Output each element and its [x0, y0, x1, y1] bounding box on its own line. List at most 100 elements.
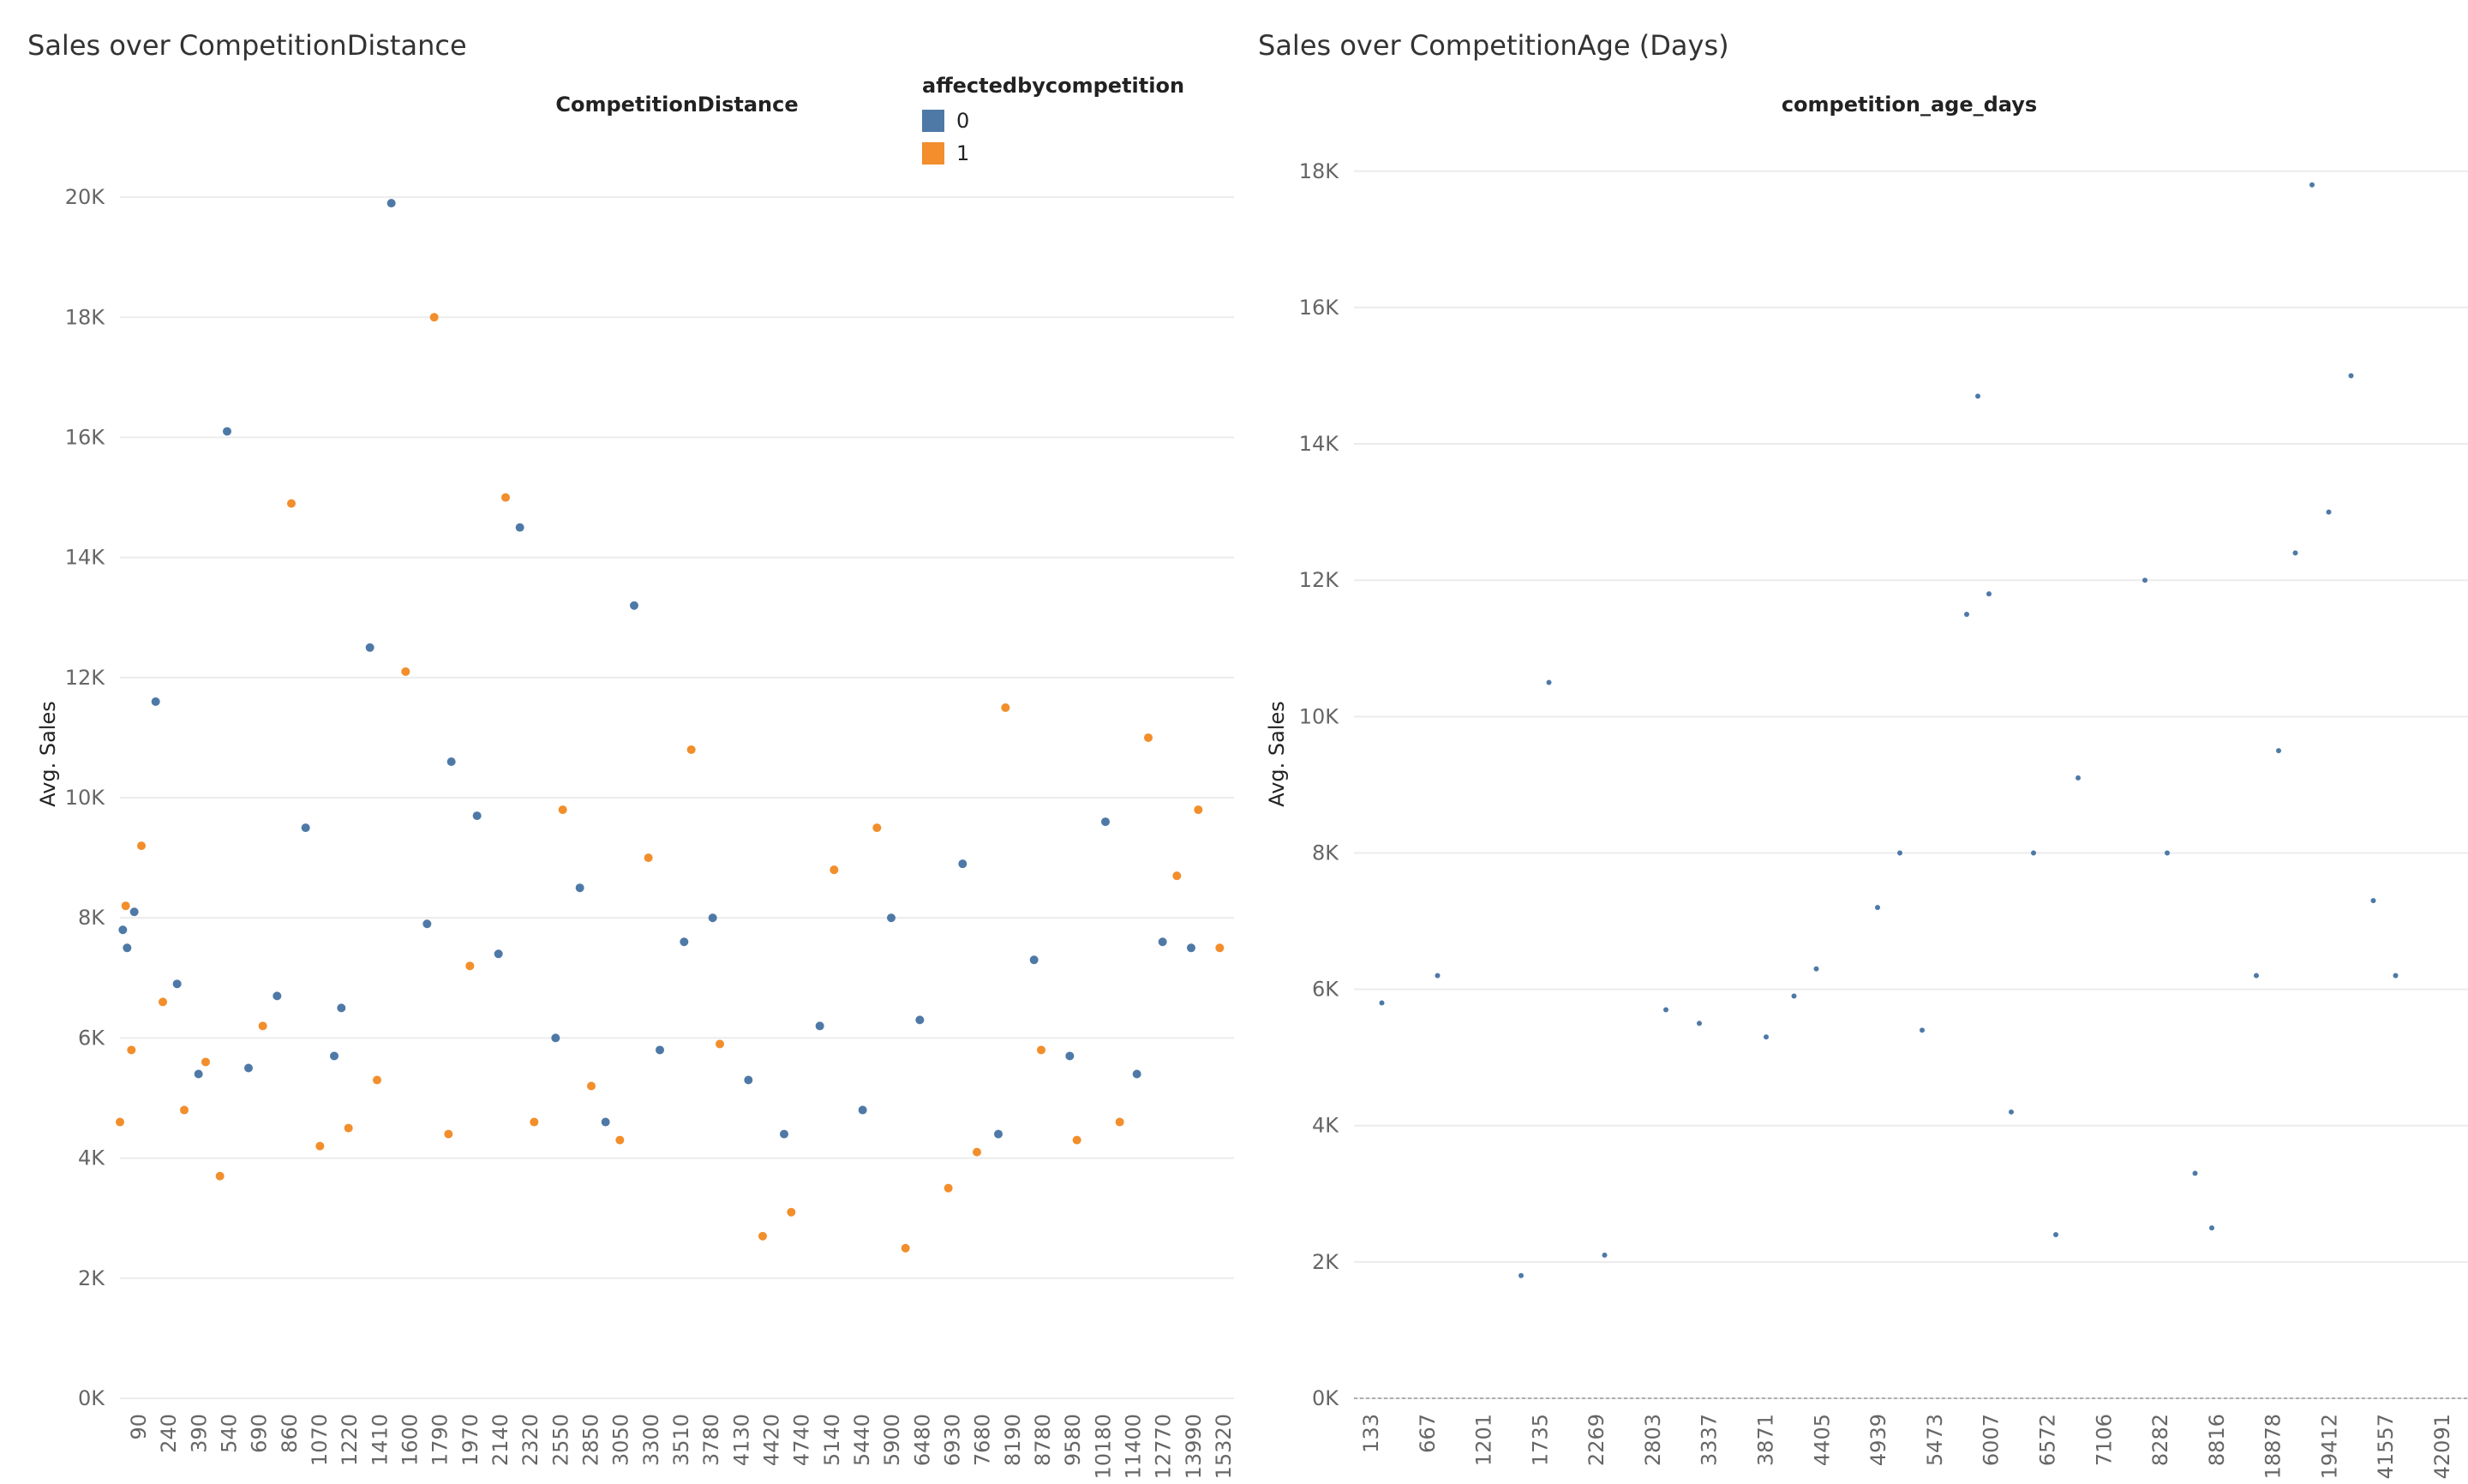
- data-point: [1519, 1272, 1524, 1278]
- x-tick-label: 12770: [1152, 1414, 1176, 1479]
- x-tick-label: 4420: [760, 1414, 784, 1466]
- data-point: [1158, 937, 1167, 947]
- x-tick-label: 2269: [1584, 1414, 1608, 1466]
- y-tick-label: 2K: [78, 1266, 105, 1290]
- data-point: [1920, 1027, 1925, 1033]
- x-tick-label: 3300: [639, 1414, 663, 1466]
- data-point: [386, 199, 396, 208]
- x-tick-label: 7106: [2092, 1414, 2116, 1466]
- data-point: [223, 427, 231, 436]
- data-point: [858, 1105, 867, 1115]
- data-point: [680, 937, 689, 947]
- data-point: [758, 1231, 767, 1241]
- x-tick-label: 133: [1359, 1414, 1383, 1453]
- data-point: [1072, 1135, 1081, 1145]
- data-point: [515, 523, 524, 532]
- data-point: [644, 853, 653, 863]
- x-tick-label: 2850: [579, 1414, 603, 1466]
- data-point: [2192, 1170, 2198, 1176]
- data-point: [686, 745, 696, 754]
- data-point: [172, 979, 182, 989]
- data-point: [2142, 577, 2148, 583]
- y-tick-label: 2K: [1312, 1250, 1339, 1274]
- x-tick-label: 9580: [1061, 1414, 1085, 1466]
- y-tick-label: 18K: [65, 305, 106, 329]
- x-tick-label: 1410: [368, 1414, 392, 1466]
- data-points: [116, 199, 1225, 1253]
- legend-label-0: 0: [956, 109, 970, 133]
- data-point: [530, 1117, 539, 1127]
- x-axis-header: competition_age_days: [1782, 93, 2037, 117]
- data-point: [601, 1117, 610, 1127]
- x-tick-label: 6480: [910, 1414, 934, 1466]
- x-tick-label: 540: [218, 1414, 242, 1453]
- x-tick-label: 18878: [2261, 1414, 2285, 1479]
- data-point: [2370, 898, 2376, 904]
- data-point: [1897, 850, 1902, 856]
- x-tick-label: 1220: [338, 1414, 362, 1466]
- data-point: [1172, 871, 1182, 881]
- data-point: [575, 883, 584, 893]
- y-axis-label: Avg. Sales: [36, 701, 60, 807]
- data-point: [501, 493, 510, 502]
- data-point: [1029, 955, 1039, 965]
- x-tick-label: 5473: [1923, 1414, 1947, 1466]
- data-point: [1065, 1051, 1075, 1061]
- x-tick-label: 11400: [1122, 1414, 1146, 1479]
- data-point: [365, 643, 374, 652]
- y-gridlines: [1354, 170, 2468, 1399]
- data-point: [2348, 373, 2354, 379]
- data-point: [2254, 972, 2259, 978]
- data-point: [2209, 1225, 2214, 1231]
- data-point: [973, 1147, 981, 1157]
- y-tick-label: 18K: [1299, 159, 1340, 183]
- data-point: [201, 1057, 210, 1067]
- legend-label-1: 1: [956, 141, 970, 165]
- data-point: [615, 1135, 625, 1145]
- y-tick-label: 0K: [1312, 1386, 1339, 1410]
- data-point: [1813, 966, 1819, 972]
- data-point: [159, 997, 167, 1007]
- chart-title: Sales over CompetitionDistance: [27, 29, 467, 62]
- x-tick-label: 667: [1416, 1414, 1440, 1453]
- data-point: [337, 1003, 346, 1013]
- x-tick-label: 90: [127, 1414, 151, 1440]
- x-tick-label: 7680: [971, 1414, 995, 1466]
- data-point: [656, 1045, 664, 1055]
- x-tick-label: 2550: [548, 1414, 572, 1466]
- data-point: [1001, 703, 1010, 712]
- data-point: [429, 313, 439, 322]
- data-point: [123, 943, 132, 953]
- data-point: [127, 1045, 136, 1055]
- x-tick-label: 13990: [1182, 1414, 1206, 1479]
- data-point: [1764, 1034, 1769, 1040]
- data-point: [1132, 1069, 1141, 1079]
- data-point: [1964, 611, 1969, 617]
- y-tick-label: 14K: [1299, 432, 1340, 456]
- data-point: [708, 913, 717, 923]
- data-point: [422, 919, 432, 929]
- x-tick-label: 8816: [2205, 1414, 2229, 1466]
- x-tick-labels: 133 667 1201 1735 2269 2803 3337 3871 4405 4939 54…: [1359, 1414, 2454, 1479]
- legend-entry-0[interactable]: 0: [922, 105, 1184, 137]
- data-point: [2393, 972, 2399, 978]
- data-point: [901, 1243, 910, 1253]
- x-tick-label: 2803: [1641, 1414, 1665, 1466]
- x-tick-label: 860: [278, 1414, 302, 1453]
- legend-entry-1[interactable]: 1: [922, 137, 1184, 170]
- data-point: [118, 925, 128, 935]
- data-point: [1194, 805, 1203, 815]
- data-point: [630, 601, 638, 610]
- x-tick-label: 3871: [1754, 1414, 1778, 1466]
- y-tick-labels: 0K 2K 4K 6K 8K 10K 12K 14K 16K 18K 20K: [65, 185, 106, 1410]
- data-point: [1663, 1007, 1668, 1013]
- data-points: [1379, 182, 2399, 1278]
- legend-title: affectedbycompetition: [922, 74, 1185, 98]
- data-point: [1975, 393, 1980, 399]
- data-point: [1037, 1045, 1045, 1055]
- scatter-plot-distance: CompetitionDistance Avg. Sales 0K 2K 4K 6K 8…: [36, 93, 1234, 1479]
- y-tick-label: 12K: [65, 666, 106, 690]
- data-point: [444, 1129, 453, 1139]
- y-tick-label: 0K: [78, 1386, 105, 1410]
- x-tick-label: 4939: [1866, 1414, 1890, 1466]
